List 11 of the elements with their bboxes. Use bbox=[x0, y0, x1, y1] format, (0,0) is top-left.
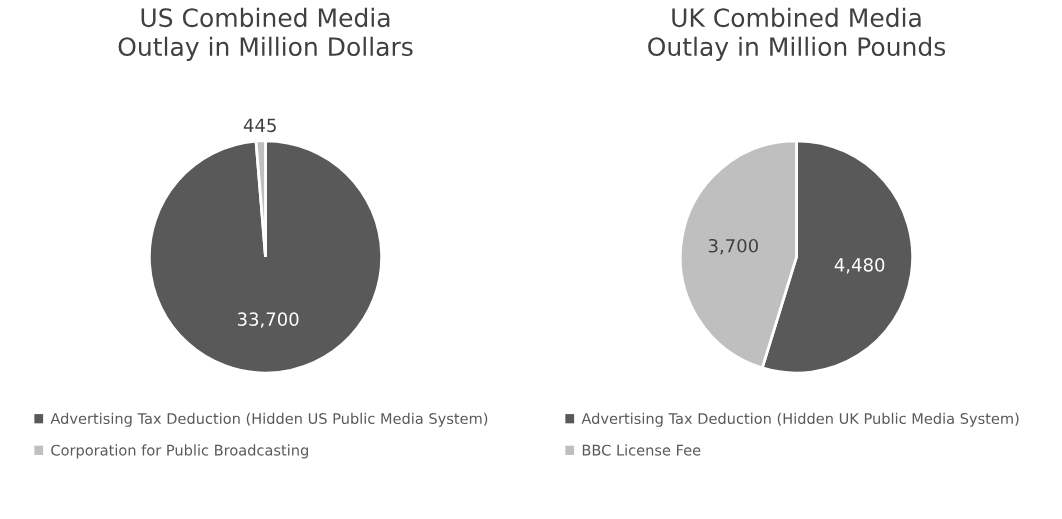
legend-label: Corporation for Public Broadcasting bbox=[51, 444, 308, 459]
pie-slice bbox=[147, 139, 384, 375]
legend-label: Advertising Tax Deduction (Hidden US Public Media System) bbox=[50, 412, 488, 427]
chart-title: UK Combined Media Outlay in Million Pounds bbox=[648, 7, 946, 61]
data-label: 445 bbox=[243, 118, 276, 133]
legend-label: Advertising Tax Deduction (Hidden UK Public Media System) bbox=[581, 412, 1019, 427]
legend-label: BBC License Fee bbox=[582, 444, 701, 456]
data-label: 33,700 bbox=[237, 312, 299, 328]
data-label: 4,480 bbox=[834, 258, 885, 274]
chart-title: US Combined Media Outlay in Million Dollars bbox=[118, 7, 413, 61]
data-label: 3,700 bbox=[708, 238, 758, 255]
